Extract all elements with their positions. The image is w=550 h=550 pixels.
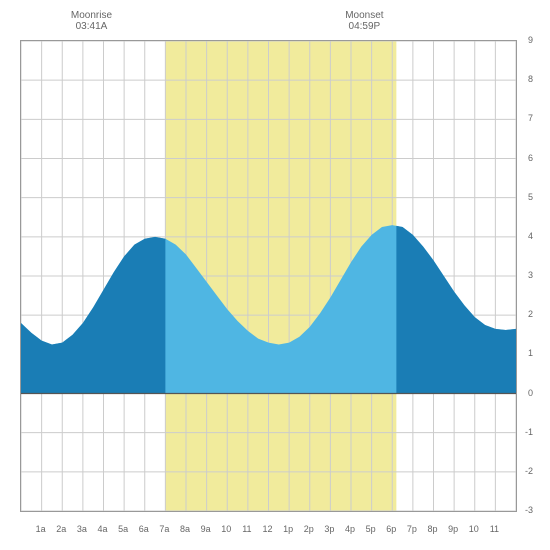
y-tick: 1 bbox=[528, 348, 533, 358]
y-tick: 5 bbox=[528, 192, 533, 202]
y-axis: -3-2-10123456789 bbox=[515, 40, 535, 510]
y-tick: 3 bbox=[528, 270, 533, 280]
x-tick: 1a bbox=[36, 524, 46, 534]
x-tick: 8a bbox=[180, 524, 190, 534]
x-tick: 11 bbox=[490, 524, 499, 534]
x-tick: 6a bbox=[139, 524, 149, 534]
x-tick: 8p bbox=[427, 524, 437, 534]
y-tick: 9 bbox=[528, 35, 533, 45]
moonset-title: Moonset bbox=[345, 10, 383, 21]
moonrise-label: Moonrise 03:41A bbox=[71, 10, 112, 32]
x-tick: 9p bbox=[448, 524, 458, 534]
x-tick: 2p bbox=[304, 524, 314, 534]
x-tick: 7a bbox=[159, 524, 169, 534]
x-tick: 2a bbox=[56, 524, 66, 534]
moonrise-title: Moonrise bbox=[71, 10, 112, 21]
y-tick: 2 bbox=[528, 309, 533, 319]
x-tick: 4p bbox=[345, 524, 355, 534]
plot-area bbox=[20, 40, 517, 512]
y-tick: -1 bbox=[525, 427, 533, 437]
x-tick: 3p bbox=[324, 524, 334, 534]
x-tick: 12 bbox=[262, 524, 272, 534]
y-tick: 4 bbox=[528, 231, 533, 241]
y-tick: -3 bbox=[525, 505, 533, 515]
y-tick: -2 bbox=[525, 466, 533, 476]
moon-header: Moonrise 03:41A Moonset 04:59P bbox=[10, 10, 540, 40]
y-tick: 0 bbox=[528, 388, 533, 398]
x-tick: 6p bbox=[386, 524, 396, 534]
x-tick: 4a bbox=[97, 524, 107, 534]
x-tick: 1p bbox=[283, 524, 293, 534]
moonset-label: Moonset 04:59P bbox=[345, 10, 383, 32]
moonrise-time: 03:41A bbox=[71, 21, 112, 32]
x-tick: 10 bbox=[221, 524, 231, 534]
plot-svg bbox=[21, 41, 516, 511]
x-axis: 1a 2a 3a 4a 5a 6a 7a 8a 9a 10 11 12 1p 2p 3p 4p 5p 6p 7p 8p… bbox=[20, 520, 515, 540]
y-tick: 6 bbox=[528, 153, 533, 163]
moonset-time: 04:59P bbox=[345, 21, 383, 32]
y-tick: 7 bbox=[528, 113, 533, 123]
x-tick: 10 bbox=[469, 524, 479, 534]
x-tick: 3a bbox=[77, 524, 87, 534]
y-tick: 8 bbox=[528, 74, 533, 84]
x-tick: 9a bbox=[201, 524, 211, 534]
tide-chart: Moonrise 03:41A Moonset 04:59P -3-2-1012… bbox=[10, 10, 540, 540]
x-tick: 7p bbox=[407, 524, 417, 534]
x-tick: 5a bbox=[118, 524, 128, 534]
x-tick: 11 bbox=[242, 524, 251, 534]
x-tick: 5p bbox=[366, 524, 376, 534]
